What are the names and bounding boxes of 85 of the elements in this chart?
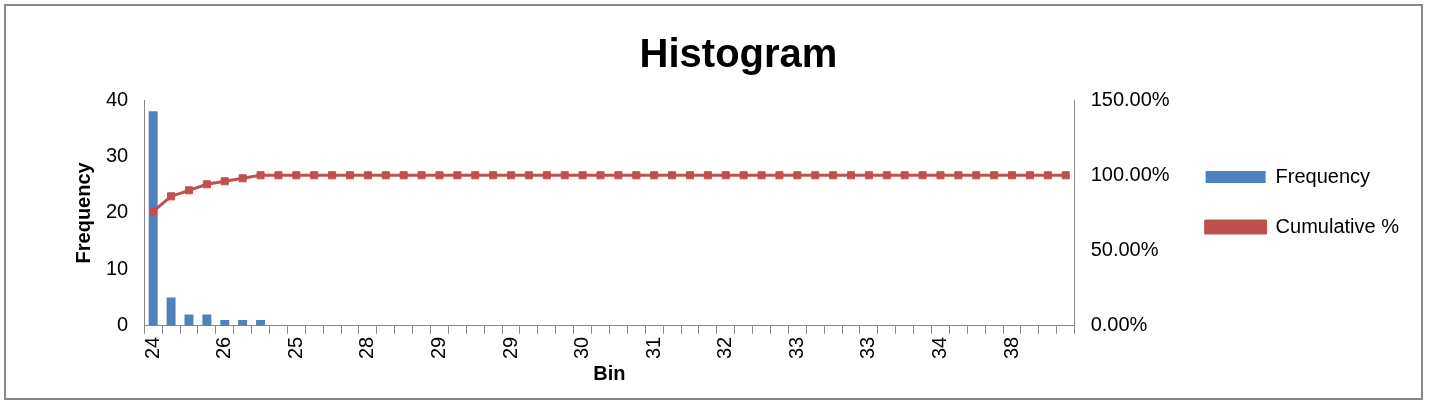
point [936, 171, 945, 180]
point [703, 171, 712, 180]
x-axis-title: Bin [593, 361, 626, 384]
point [399, 171, 408, 180]
point [489, 171, 498, 180]
point [650, 171, 659, 180]
point [882, 171, 891, 180]
point [1043, 171, 1052, 180]
x-tick-label: 34 [927, 336, 950, 359]
y-tick-label: 10 [106, 256, 129, 279]
y2-tick-label: 150.00% [1090, 87, 1170, 110]
point [739, 171, 748, 180]
y-tick-label: 20 [106, 200, 129, 223]
bar [238, 320, 248, 326]
chart-title: Histogram [639, 31, 838, 76]
y2-tick-label: 100.00% [1090, 162, 1170, 185]
point [202, 180, 211, 189]
bar [166, 297, 176, 326]
point [238, 174, 247, 183]
point [757, 171, 766, 180]
point [524, 171, 533, 180]
point [1061, 171, 1070, 180]
y2-tick-label: 0.00% [1090, 313, 1148, 336]
bar [148, 111, 158, 326]
x-tick-label: 28 [355, 336, 378, 359]
point [345, 171, 355, 180]
bar [220, 320, 230, 326]
point [453, 171, 462, 180]
x-tick-label: 29 [426, 336, 449, 359]
point [846, 171, 856, 180]
point [328, 171, 337, 180]
point [811, 171, 820, 180]
x-tick-label: 30 [570, 336, 593, 359]
point [220, 177, 229, 186]
point [614, 171, 623, 180]
point [310, 171, 319, 180]
point [435, 171, 444, 180]
point [167, 192, 176, 201]
x-tick-label: 32 [713, 336, 736, 359]
point [471, 171, 480, 180]
point [596, 171, 605, 180]
point [292, 171, 301, 180]
point [1008, 171, 1017, 180]
x-tick-label: 31 [641, 336, 664, 359]
point [184, 186, 194, 195]
point [363, 171, 372, 180]
point [918, 171, 927, 180]
y2-tick-label: 50.00% [1090, 238, 1159, 261]
y-tick-label: 30 [106, 143, 129, 166]
point [256, 171, 265, 180]
point [685, 171, 695, 180]
x-tick-label: 25 [283, 336, 306, 359]
point [507, 171, 516, 180]
legend-label: Cumulative % [1275, 214, 1400, 237]
point [900, 171, 909, 180]
point [578, 171, 587, 180]
point [864, 171, 873, 180]
x-tick-label: 29 [498, 336, 521, 359]
point [775, 171, 784, 180]
bar [256, 320, 266, 326]
y-tick-label: 40 [106, 87, 129, 110]
bar [202, 314, 212, 326]
y-tick-label: 0 [117, 313, 129, 336]
x-tick-label: 38 [999, 336, 1022, 359]
x-tick-label: 24 [140, 336, 163, 359]
point [1025, 171, 1034, 180]
point [954, 171, 963, 180]
point [381, 171, 390, 180]
point [632, 171, 641, 180]
x-tick-label: 26 [212, 336, 235, 359]
point [149, 207, 158, 216]
point [274, 171, 283, 180]
point [990, 171, 999, 180]
point [972, 171, 981, 180]
point [721, 171, 730, 180]
point [542, 171, 551, 180]
point [829, 171, 838, 180]
x-tick-label: 33 [856, 336, 879, 359]
point [560, 171, 569, 180]
point [417, 171, 426, 180]
x-tick-label: 33 [784, 336, 807, 359]
point [668, 171, 677, 180]
legend-label: Frequency [1275, 164, 1371, 187]
point [793, 171, 802, 180]
y-axis-title: Frequency [71, 161, 94, 264]
